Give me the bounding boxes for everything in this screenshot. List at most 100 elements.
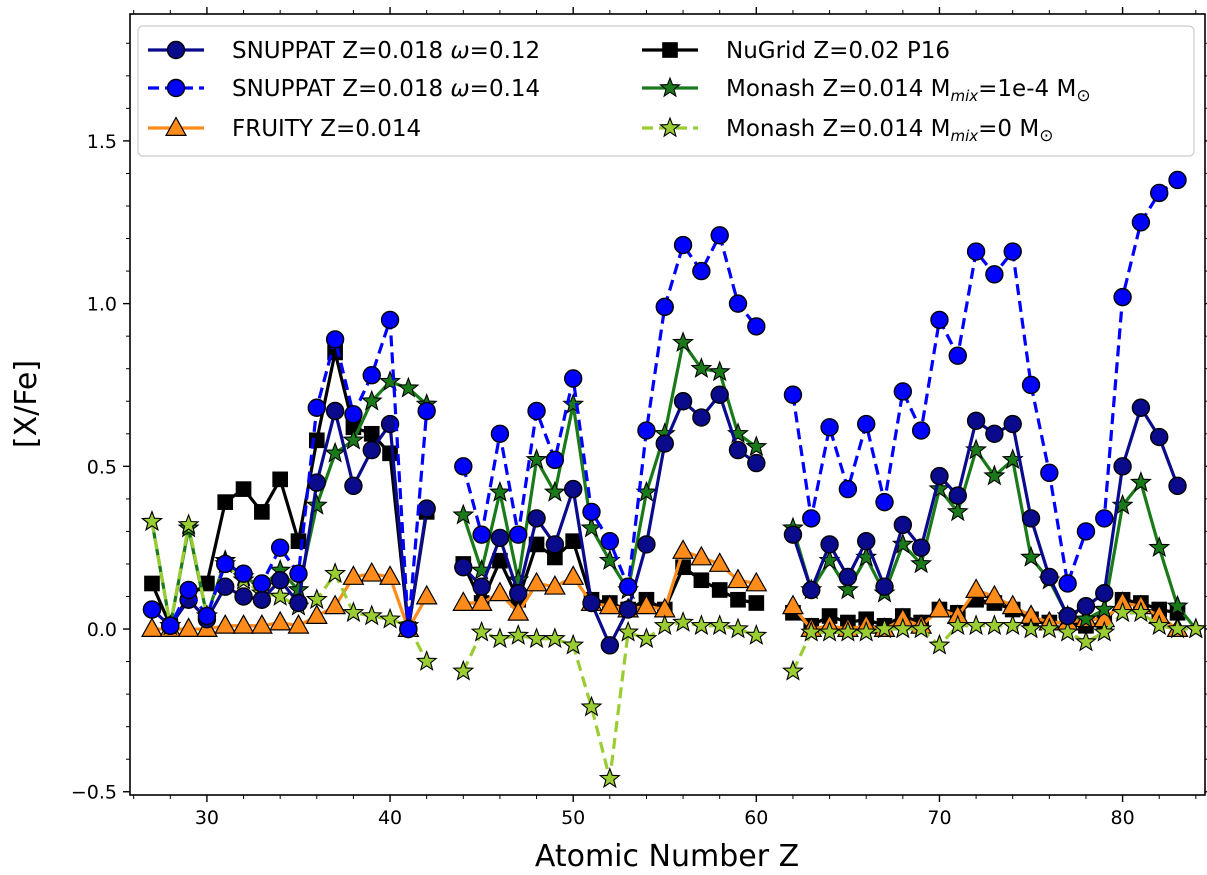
data-point: [252, 574, 272, 593]
legend-label-tail: =0.14: [470, 76, 540, 102]
data-point: [948, 486, 967, 505]
data-point: [1095, 509, 1114, 528]
data-point: [177, 513, 200, 535]
x-tick-label: 30: [195, 807, 219, 829]
data-point: [1003, 242, 1022, 261]
data-point: [1040, 567, 1059, 587]
data-point: [802, 509, 821, 528]
legend-swatch-marker: [662, 42, 678, 58]
data-point: [983, 614, 1006, 636]
data-point: [966, 411, 986, 430]
data-point: [140, 510, 163, 531]
data-point: [362, 366, 381, 385]
data-point: [1040, 463, 1059, 483]
data-point: [1001, 614, 1024, 636]
data-point: [509, 525, 528, 544]
legend-swatch-marker: [165, 116, 187, 136]
data-point: [911, 538, 931, 557]
data-point: [728, 294, 748, 313]
legend-label-text: NuGrid Z=0.02 P16: [726, 38, 950, 64]
data-point: [783, 525, 803, 544]
series-line: [151, 572, 429, 631]
data-point: [838, 479, 858, 499]
data-point: [305, 588, 328, 610]
data-point: [893, 382, 913, 401]
data-point: [177, 617, 200, 637]
data-point: [543, 480, 566, 502]
data-point: [582, 502, 601, 522]
legend-label-text: Monash Z=0.014 M: [726, 76, 951, 102]
data-point: [690, 545, 713, 566]
series-layer: [140, 170, 1207, 789]
legend-label-text: FRUITY Z=0.014: [232, 116, 421, 142]
data-point: [693, 572, 710, 589]
legend-item: NuGrid Z=0.02 P16: [642, 38, 950, 64]
data-point: [454, 457, 473, 476]
legend-label-tail: =1e-4 M: [978, 76, 1076, 102]
data-point: [470, 591, 493, 611]
data-point: [305, 493, 328, 515]
data-point: [1168, 476, 1187, 496]
data-point: [672, 539, 695, 559]
data-point: [488, 581, 511, 602]
data-point: [216, 577, 235, 596]
data-point: [948, 346, 967, 365]
data-point: [250, 614, 273, 634]
data-point: [305, 604, 328, 624]
data-point: [1111, 601, 1134, 623]
y-tick-label: 0.0: [87, 619, 117, 641]
data-point: [417, 499, 436, 518]
data-point: [930, 310, 949, 330]
legend-label-text: Monash Z=0.014 M: [726, 116, 951, 142]
legend-label: Monash Z=0.014 Mmix=0 M⊙: [726, 116, 1053, 146]
data-point: [452, 591, 475, 611]
data-point: [983, 584, 1006, 605]
data-point: [142, 600, 162, 619]
data-point: [270, 571, 290, 590]
data-point: [179, 580, 198, 600]
data-point: [946, 614, 969, 636]
data-point: [472, 577, 491, 596]
y-axis-title: [X/Fe]: [9, 360, 44, 448]
data-point: [747, 453, 766, 473]
data-point: [1038, 617, 1061, 639]
data-point: [710, 385, 729, 404]
series-5: [142, 170, 1187, 639]
data-point: [857, 414, 876, 434]
data-point: [543, 575, 566, 595]
legend-swatch-marker: [659, 76, 681, 98]
data-point: [672, 610, 695, 632]
series-4: [142, 385, 1187, 655]
data-point: [1076, 597, 1096, 616]
data-point: [618, 600, 638, 619]
data-point: [965, 614, 988, 636]
data-point: [985, 424, 1004, 443]
data-point: [488, 627, 511, 649]
data-point: [140, 617, 163, 637]
data-point: [360, 561, 383, 582]
legend-label: SNUPPAT Z=0.018 ω=0.14: [232, 76, 540, 102]
data-point: [525, 571, 548, 592]
data-point: [324, 562, 347, 584]
data-point: [235, 481, 252, 497]
data-point: [582, 593, 601, 613]
x-axis-title: Atomic Number Z: [535, 839, 799, 874]
legend-label-tail: =0.12: [470, 38, 540, 64]
data-point: [1129, 471, 1152, 492]
data-point: [745, 435, 768, 457]
legend-label: NuGrid Z=0.02 P16: [726, 38, 950, 64]
data-point: [930, 466, 949, 486]
data-point: [637, 421, 656, 440]
data-point: [893, 515, 913, 535]
legend-label-omega: ω: [450, 38, 469, 64]
data-point: [1001, 594, 1024, 615]
legend-label-subscript: mix: [951, 127, 979, 145]
data-point: [637, 535, 656, 554]
legend-item: SNUPPAT Z=0.018 ω=0.12: [148, 38, 540, 64]
x-tick-label: 50: [561, 807, 585, 829]
data-point: [617, 620, 640, 642]
data-point: [618, 577, 638, 596]
data-point: [690, 357, 713, 379]
data-point: [748, 595, 765, 611]
data-point: [692, 408, 711, 427]
